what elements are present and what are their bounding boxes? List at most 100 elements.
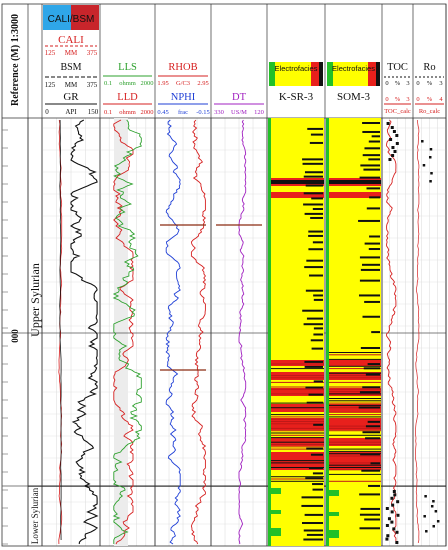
som-black-tick xyxy=(362,122,380,124)
som-black-tick xyxy=(371,135,380,138)
som-legend-green xyxy=(327,62,333,86)
ro-calc-max: 4 xyxy=(439,96,443,103)
lld-unit: ohmm xyxy=(119,109,136,116)
dt-min: 330 xyxy=(214,109,224,116)
rhob-curve-name: RHOB xyxy=(168,62,197,73)
som-lamina xyxy=(329,434,381,436)
toc-calc-unit: % xyxy=(395,96,401,103)
ksr-lamina xyxy=(271,393,324,395)
ksr-black-tick xyxy=(303,529,323,532)
dt-unit: US/M xyxy=(231,109,247,116)
som-lamina xyxy=(329,430,381,432)
toc-sample-point xyxy=(392,490,396,493)
ksr-black-tick xyxy=(302,309,323,312)
ksr-black-tick xyxy=(313,423,323,426)
som-black-tick xyxy=(367,363,380,366)
ksr-black-tick xyxy=(304,513,323,516)
ksr-lamina xyxy=(271,407,324,409)
som-black-tick xyxy=(359,391,380,394)
lls-max: 2000 xyxy=(141,80,154,87)
ksr-black-tick xyxy=(302,158,323,161)
som-lamina xyxy=(329,372,381,374)
toc-sample-point xyxy=(390,510,394,514)
ksr-black-tick xyxy=(302,162,323,165)
ksr-black-tick xyxy=(311,197,323,200)
ksr-red-band xyxy=(271,360,324,366)
som-lamina xyxy=(329,368,381,370)
som-black-tick xyxy=(363,168,380,171)
cali-curve-name: CALI xyxy=(58,34,84,46)
ksr-black-bed xyxy=(271,180,324,184)
toc-sample-point xyxy=(395,134,399,137)
som-lamina xyxy=(329,354,381,356)
toc-sample-point xyxy=(390,520,394,524)
toc-sample-point xyxy=(393,493,397,497)
lld-curve xyxy=(113,119,134,545)
ksr-lamina xyxy=(271,388,324,390)
ksr-lamina xyxy=(271,478,324,480)
ksr-lamina xyxy=(271,363,324,365)
som-black-tick xyxy=(360,507,380,510)
ksr-green-strip xyxy=(268,118,271,546)
ksr-black-tick xyxy=(304,212,323,215)
bsm-min: 125 xyxy=(45,81,56,89)
som-lamina xyxy=(329,416,381,418)
som-black-tick xyxy=(368,248,380,251)
ksr-lamina xyxy=(271,441,324,443)
gr-min: 0 xyxy=(45,108,49,116)
som-black-tick xyxy=(366,187,380,190)
som-green-strip xyxy=(326,118,329,546)
ro-sample-point xyxy=(421,140,424,143)
toc-calc-min: 0 xyxy=(385,96,388,103)
ro-max: 3 xyxy=(439,80,442,87)
som-black-tick xyxy=(359,493,380,496)
toc-max: 3 xyxy=(406,80,409,87)
toc-sample-point xyxy=(392,130,396,133)
som-lamina xyxy=(329,427,381,429)
som-black-tick xyxy=(359,256,380,259)
ksr-green-patch xyxy=(271,488,281,494)
toc-calc-curve xyxy=(386,119,397,544)
cali-unit: MM xyxy=(65,49,78,57)
som-lamina xyxy=(329,391,381,393)
ro-curve-name: Ro xyxy=(423,62,435,73)
ksr-black-tick xyxy=(304,171,323,174)
som-lamina xyxy=(329,358,381,360)
ksr-black-tick xyxy=(313,294,323,297)
ksr-black-tick xyxy=(310,453,323,456)
gr-track-legend: CALI/BSM xyxy=(48,14,95,25)
bsm-curve-name: BSM xyxy=(60,62,81,73)
ksr-lamina xyxy=(271,427,324,429)
toc-sample-point xyxy=(395,530,399,534)
ro-calc-curve xyxy=(415,119,420,544)
depth-tick-label: 000 xyxy=(10,329,20,343)
som-black-tick xyxy=(360,164,380,167)
som-black-tick xyxy=(362,154,380,157)
som-lamina xyxy=(329,400,381,402)
ksr-lamina xyxy=(271,414,324,416)
toc-sample-point xyxy=(393,150,397,153)
ro-min: 0 xyxy=(416,80,419,87)
cali-max: 375 xyxy=(87,49,98,57)
som-lamina xyxy=(329,414,381,416)
dt-curve-name: DT xyxy=(232,92,247,103)
ksr-lamina xyxy=(271,448,324,450)
rhob-curve xyxy=(190,119,207,545)
ksr-lamina xyxy=(271,432,324,434)
ksr-black-tick xyxy=(301,522,323,525)
ksr-lamina xyxy=(271,480,324,482)
ksr-legend-green xyxy=(269,62,275,86)
ksr-black-tick xyxy=(313,380,323,383)
ksr-black-tick xyxy=(306,317,323,320)
bsm-curve xyxy=(59,119,62,541)
ksr-black-tick xyxy=(312,208,323,211)
som-black-tick xyxy=(365,437,380,440)
ksr-lamina xyxy=(271,418,324,420)
ro-calc-min: 0 xyxy=(416,96,419,103)
ro-unit: % xyxy=(427,80,433,87)
ksr-black-tick xyxy=(306,259,323,262)
ksr-black-tick xyxy=(303,175,323,178)
som-black-tick xyxy=(363,367,380,370)
